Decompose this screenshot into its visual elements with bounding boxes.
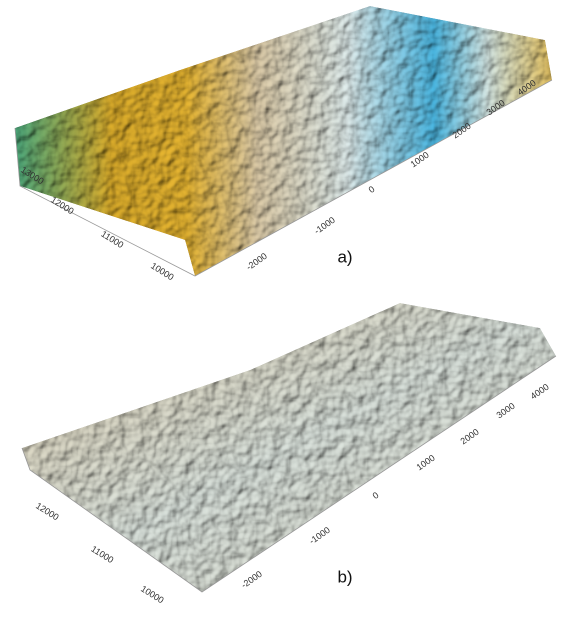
x-tick-label: 1000 <box>415 453 437 473</box>
x-tick-label: 3000 <box>495 401 517 421</box>
surface-a <box>15 6 552 276</box>
panel-label: a) <box>337 247 352 266</box>
x-tick-label: -2000 <box>239 569 264 590</box>
x-tick-label: 0 <box>371 490 381 501</box>
axis-b <box>21 355 557 593</box>
x-tick-label: 2000 <box>459 427 481 447</box>
y-tick-label: 12000 <box>34 501 61 523</box>
x-tick-label: -1000 <box>307 525 332 546</box>
axis-a <box>14 79 553 277</box>
y-tick-label: 11000 <box>99 229 125 250</box>
y-tick-label: 11000 <box>89 544 115 565</box>
surface-b <box>22 303 556 592</box>
x-tick-label: 4000 <box>529 382 551 402</box>
x-tick-label: 0 <box>367 184 377 195</box>
x-tick-label: -2000 <box>244 251 269 272</box>
x-tick-label: -1000 <box>312 215 337 236</box>
y-tick-label: 10000 <box>139 584 166 606</box>
panel-label: b) <box>337 567 352 586</box>
